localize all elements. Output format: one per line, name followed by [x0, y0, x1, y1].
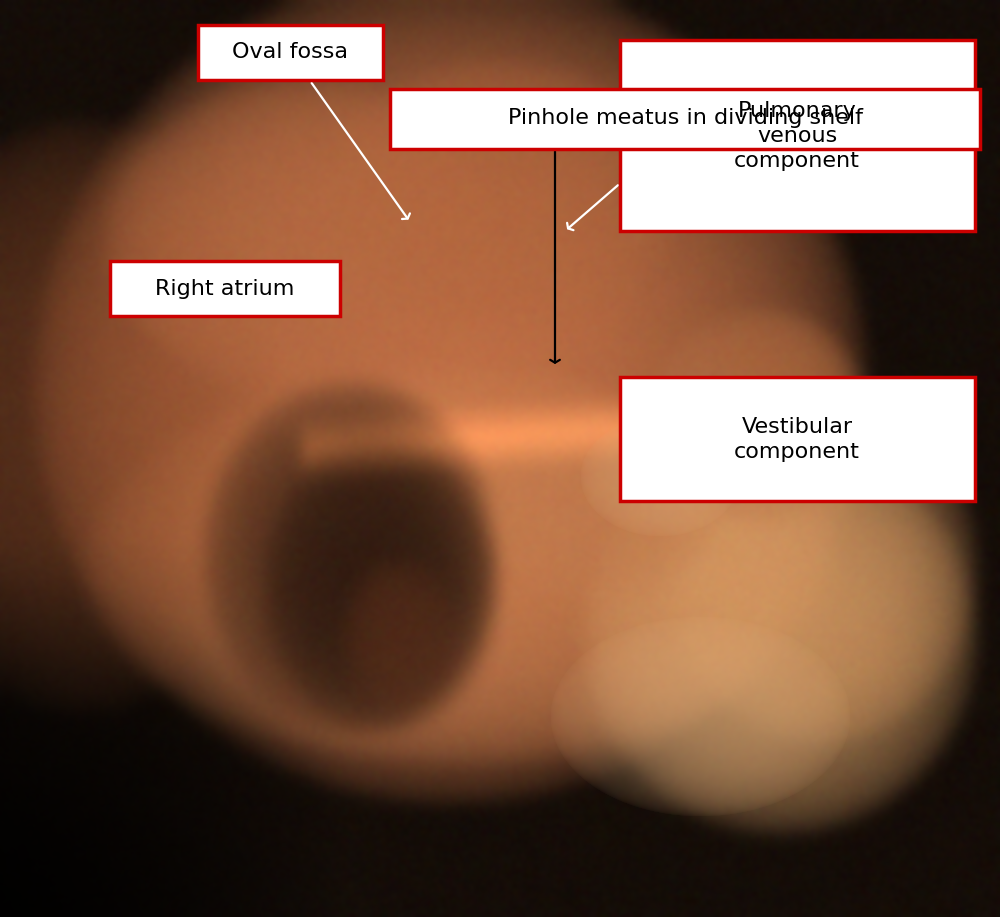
Bar	[110, 261, 340, 316]
Text: Oval fossa: Oval fossa	[232, 42, 348, 62]
Bar	[198, 25, 383, 80]
Text: Pinhole meatus in dividing shelf: Pinhole meatus in dividing shelf	[508, 108, 862, 128]
Bar	[620, 377, 975, 501]
Bar	[390, 89, 980, 149]
Text: Right atrium: Right atrium	[155, 279, 295, 299]
Text: Vestibular
component: Vestibular component	[734, 417, 860, 461]
Bar	[620, 40, 975, 231]
Text: Pulmonary
venous
component: Pulmonary venous component	[734, 101, 860, 171]
